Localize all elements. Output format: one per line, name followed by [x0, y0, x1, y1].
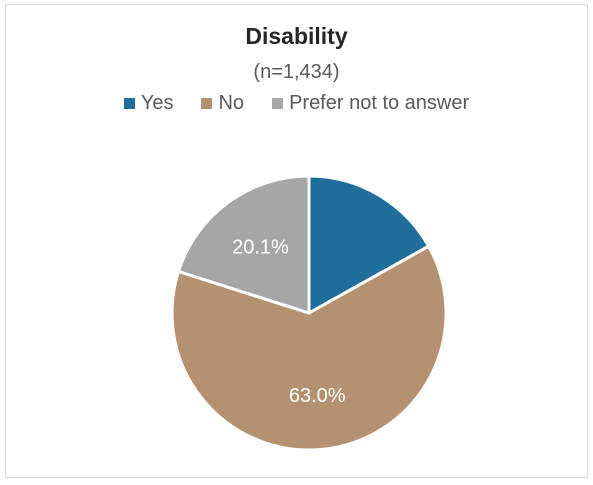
legend-item-prefer-not: Prefer not to answer: [272, 92, 469, 115]
chart-title: Disability: [245, 23, 348, 49]
legend-swatch-no: [201, 98, 213, 109]
pie-slice-prefer-not: [176, 174, 311, 316]
legend-item-yes: Yes: [123, 92, 174, 115]
data-label-no: 63.0%: [289, 385, 346, 407]
legend-label-yes: Yes: [140, 92, 174, 114]
legend-swatch-prefer-not: [272, 98, 284, 109]
pie-slice-no: [170, 244, 448, 452]
chart-subtitle: (n=1,434): [253, 61, 340, 83]
legend-item-no: No: [201, 92, 244, 115]
chart-legend: Yes No Prefer not to answer: [6, 92, 587, 115]
legend-label-prefer-not: Prefer not to answer: [289, 92, 470, 114]
legend-swatch-yes: [123, 98, 135, 109]
data-label-prefer-not: 20.1%: [232, 237, 289, 259]
pie-slice-yes: [307, 174, 431, 316]
legend-label-no: No: [218, 92, 245, 114]
